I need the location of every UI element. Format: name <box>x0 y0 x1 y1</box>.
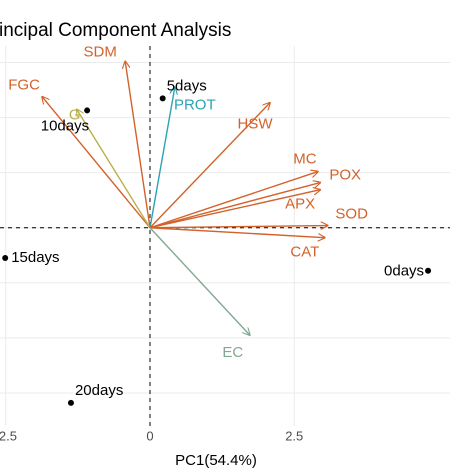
point-label: 15days <box>11 249 59 266</box>
sample-point <box>84 107 91 114</box>
point-label: 20days <box>75 382 123 399</box>
loading-label: EC <box>222 344 243 361</box>
loading-arrow <box>42 97 151 229</box>
loading-label: POX <box>329 167 361 184</box>
loading-arrow <box>149 226 328 228</box>
point-label: 5days <box>167 77 207 94</box>
sample-point <box>159 95 166 102</box>
loading-label: SDM <box>84 43 117 60</box>
loading-label: HSW <box>238 116 274 133</box>
loading-arrow <box>149 87 175 228</box>
loading-label: SOD <box>335 206 368 223</box>
x-tick-label: -2.5 <box>0 428 17 443</box>
loading-label: G <box>69 106 81 123</box>
loading-arrow <box>149 172 318 229</box>
loading-arrow <box>149 227 250 335</box>
loading-arrow <box>149 190 320 229</box>
sample-point <box>67 399 74 406</box>
loading-label: CAT <box>290 244 319 261</box>
sample-point <box>425 267 432 274</box>
sample-point <box>2 255 9 262</box>
point-label: 10days <box>41 117 89 134</box>
loading-arrow <box>149 227 325 238</box>
loading-arrow <box>149 183 320 229</box>
x-tick-label: 0 <box>146 428 153 443</box>
loading-label: FGC <box>8 77 40 94</box>
loading-arrow <box>77 109 151 229</box>
loading-label: PROT <box>174 96 216 113</box>
loading-label: MC <box>293 151 316 168</box>
loading-arrow <box>125 61 151 228</box>
chart-title: Principal Component Analysis <box>0 20 231 41</box>
x-tick-label: 2.5 <box>285 428 303 443</box>
loading-arrow <box>149 103 270 229</box>
loading-label: APX <box>285 196 315 213</box>
point-label: 0days <box>384 263 424 280</box>
x-axis-label: PC1(54.4%) <box>175 452 257 469</box>
